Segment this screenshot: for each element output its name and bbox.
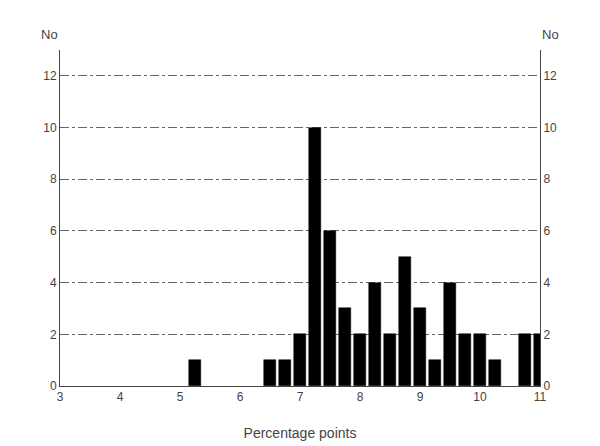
svg-text:5: 5 <box>177 390 184 404</box>
svg-text:4: 4 <box>50 276 57 290</box>
svg-text:2: 2 <box>543 328 550 342</box>
svg-text:4: 4 <box>543 276 550 290</box>
svg-text:No: No <box>542 27 559 42</box>
svg-text:3: 3 <box>57 390 64 404</box>
svg-text:8: 8 <box>357 390 364 404</box>
svg-text:10: 10 <box>543 121 557 135</box>
svg-text:0: 0 <box>543 379 550 393</box>
svg-text:2: 2 <box>50 328 57 342</box>
svg-text:8: 8 <box>543 172 550 186</box>
svg-text:0: 0 <box>50 379 57 393</box>
svg-text:4: 4 <box>117 390 124 404</box>
svg-text:12: 12 <box>43 69 57 83</box>
svg-text:Percentage points: Percentage points <box>244 425 357 441</box>
svg-text:9: 9 <box>417 390 424 404</box>
svg-text:6: 6 <box>50 224 57 238</box>
svg-text:12: 12 <box>543 69 557 83</box>
svg-text:7: 7 <box>297 390 304 404</box>
svg-text:8: 8 <box>50 172 57 186</box>
svg-text:6: 6 <box>237 390 244 404</box>
svg-text:No: No <box>41 27 58 42</box>
svg-text:10: 10 <box>43 121 57 135</box>
svg-text:6: 6 <box>543 224 550 238</box>
svg-text:10: 10 <box>473 390 487 404</box>
svg-text:11: 11 <box>534 390 547 404</box>
